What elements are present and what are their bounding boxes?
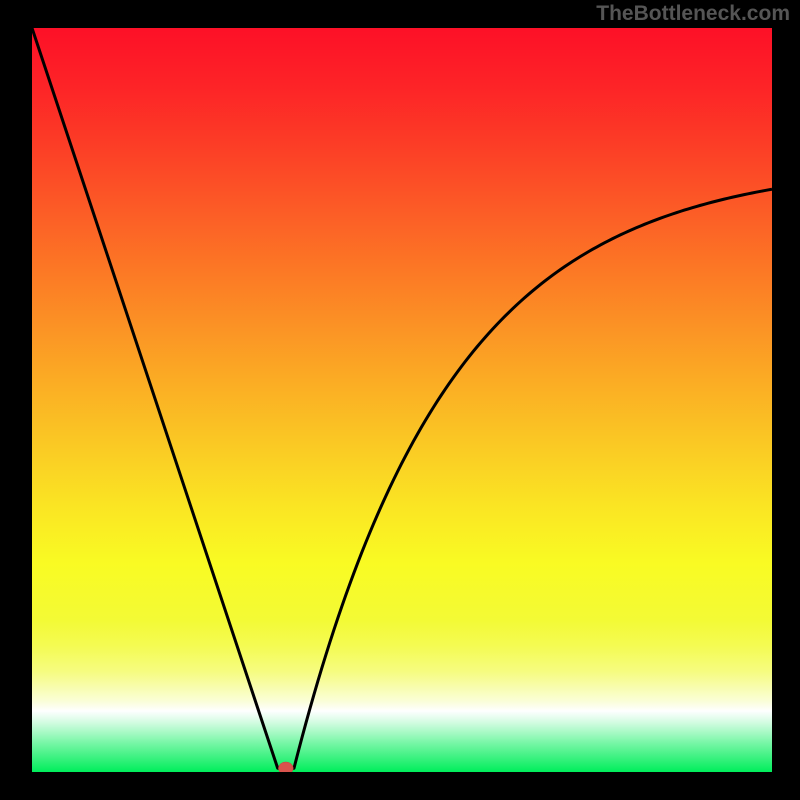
optimum-marker bbox=[278, 762, 293, 772]
chart-frame: TheBottleneck.com bbox=[0, 0, 800, 800]
chart-background bbox=[32, 28, 772, 772]
watermark-text: TheBottleneck.com bbox=[596, 2, 790, 26]
plot-area bbox=[32, 28, 772, 772]
bottleneck-chart-svg bbox=[32, 28, 772, 772]
